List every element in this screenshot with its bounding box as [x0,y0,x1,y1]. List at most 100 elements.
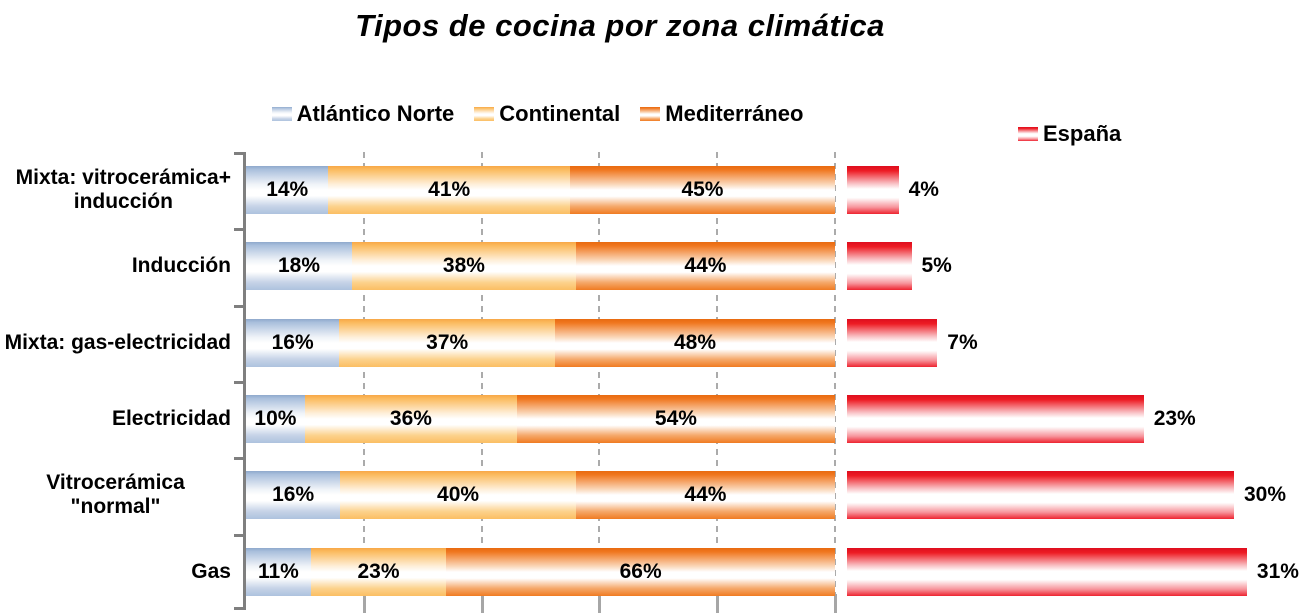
chart-row: 18% 38% 44% [246,228,835,304]
bar-value-label: 48% [674,330,717,354]
bar-segment-atla-ntico-norte: 18% [246,242,353,291]
stacked-bar: 16% 37% 48% [246,318,835,367]
bar-segment-espana [847,318,938,367]
bar-segment-continental: 36% [304,395,517,443]
category-labels: Mixta: vitrocerámica+ inducción Inducción… [0,152,231,610]
espana-row: 31% [847,547,1299,596]
category-cell: Vitrocerámica "normal" [0,457,231,533]
espana-value-label: 30% [1244,483,1287,507]
bar-segment-mediterra-neo: 48% [555,318,835,367]
category-label: Vitrocerámica "normal" [46,471,185,519]
axis-bottom-tick [480,594,484,613]
category-label: Inducción [131,254,231,278]
gridline [834,152,836,610]
legend-espana: España [1018,121,1121,147]
stacked-bar: 14% 41% 45% [246,166,835,214]
axis-bottom-tick [716,594,720,613]
bar-value-label: 23% [357,559,400,583]
legend-swatch-mediterraneo-icon [640,107,661,121]
legend-swatch-espana-icon [1018,127,1038,141]
bar-value-label: 10% [254,407,297,430]
bar-segment-mediterra-neo: 54% [516,395,835,443]
legend-label: Atlántico Norte [296,101,455,126]
legend-label: España [1043,121,1122,146]
bar-segment-atla-ntico-norte: 11% [246,547,311,596]
espana-row: 23% [847,395,1196,443]
bar-value-label: 45% [681,178,724,201]
axis-tick [234,304,244,308]
bar-segment-continental: 23% [310,547,447,596]
axis-tick [234,381,244,384]
category-cell: Mixta: gas-electricidad [0,305,231,381]
axis-tick [234,152,244,155]
espana-row: 30% [847,471,1287,520]
bar-value-label: 44% [684,483,727,507]
legend-item-atlantico-norte: Atlántico Norte [271,101,455,127]
espana-value-label: 7% [947,330,978,354]
bar-value-label: 38% [442,254,485,278]
bar-segment-atla-ntico-norte: 16% [246,318,340,367]
bar-value-label: 44% [684,254,727,278]
category-label: Mixta: vitrocerámica+ inducción [15,166,231,214]
axis-bottom-tick [598,594,602,613]
gridline [598,152,601,610]
category-cell: Mixta: vitrocerámica+ inducción [0,152,231,228]
chart-row: 14% 41% 45% [246,152,835,228]
espana-row: 4% [847,166,939,214]
espana-value-label: 5% [921,254,952,278]
bar-segment-atla-ntico-norte: 10% [246,395,305,443]
bar-segment-continental: 37% [339,318,556,367]
bar-segment-atla-ntico-norte: 14% [246,166,329,214]
bar-value-label: 16% [271,330,314,354]
bar-segment-espana [847,547,1247,596]
bar-value-label: 16% [272,483,315,507]
bar-segment-mediterra-neo: 44% [575,242,835,291]
bar-value-label: 36% [389,407,432,430]
espana-plot-area: 4% 5% 7% 23% 30% 31% [847,152,1315,610]
bar-segment-mediterra-neo: 66% [446,547,835,596]
legend: Atlántico Norte Continental Mediterráneo [243,101,832,127]
bar-value-label: 54% [654,407,697,430]
legend-label: Mediterráneo [665,101,804,126]
bar-segment-espana [847,166,899,214]
gridline [362,152,365,610]
axis-bottom-tick [362,594,366,613]
legend-swatch-continental-icon [474,107,495,121]
bar-value-label: 14% [266,178,309,201]
bar-segment-continental: 41% [328,166,570,214]
bar-value-label: 66% [619,559,662,583]
category-cell: Gas [0,534,231,610]
axis-tick [234,457,244,461]
axis-bottom-tick [834,594,837,613]
category-cell: Electricidad [0,381,231,457]
category-cell: Inducción [0,228,231,304]
category-label: Electricidad [111,407,231,431]
legend-item-mediterraneo: Mediterráneo [640,101,803,127]
bar-value-label: 11% [257,559,299,583]
chart-title: Tipos de cocina por zona climática [355,8,885,43]
bar-segment-espana [847,242,912,291]
axis-tick [234,533,244,537]
bar-segment-mediterra-neo: 44% [575,471,835,520]
bar-segment-espana [847,395,1144,443]
axis-tick [234,228,244,232]
legend-label: Continental [499,101,621,126]
stacked-bar: 10% 36% 54% [246,395,835,443]
bar-value-label: 41% [428,178,471,201]
legend-swatch-atlantico-norte-icon [271,107,292,121]
category-label: Gas [191,559,231,583]
chart-row: 16% 40% 44% [246,457,835,533]
bar-segment-espana [847,471,1234,520]
bar-value-label: 40% [437,483,480,507]
bar-value-label: 18% [277,254,321,278]
espana-row: 5% [847,242,952,291]
bar-value-label: 37% [426,330,469,354]
gridline [716,152,719,610]
legend-item-continental: Continental [474,101,620,127]
espana-value-label: 23% [1153,407,1196,430]
stacked-bar: 16% 40% 44% [246,471,835,520]
category-label: Mixta: gas-electricidad [4,330,231,354]
bar-segment-continental: 40% [340,471,576,520]
bar-segment-mediterra-neo: 45% [569,166,835,214]
